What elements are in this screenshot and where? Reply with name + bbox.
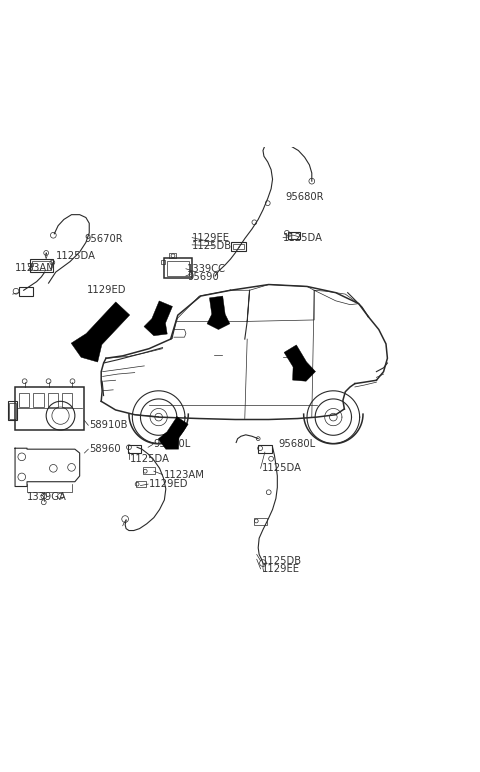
Bar	[258, 445, 272, 453]
Bar	[128, 445, 141, 453]
Bar	[8, 401, 17, 421]
Text: 1125DA: 1125DA	[130, 454, 170, 464]
Bar	[19, 287, 33, 296]
Text: 1339GA: 1339GA	[27, 492, 67, 502]
Bar	[231, 242, 246, 251]
Bar	[169, 253, 176, 258]
Text: 95680L: 95680L	[278, 439, 315, 449]
Polygon shape	[284, 345, 315, 381]
Text: 58960: 58960	[89, 444, 121, 454]
Text: 1339CC: 1339CC	[187, 264, 227, 274]
Bar	[288, 232, 300, 239]
Polygon shape	[71, 302, 130, 362]
Bar	[32, 261, 51, 270]
Text: 1129ED: 1129ED	[149, 479, 189, 489]
Bar	[9, 403, 16, 418]
Text: 1125DB: 1125DB	[262, 556, 301, 566]
Text: 95670L: 95670L	[154, 439, 191, 449]
Text: 95690: 95690	[187, 272, 219, 282]
Bar	[136, 481, 146, 487]
Polygon shape	[144, 301, 172, 336]
Bar	[15, 387, 84, 430]
Bar	[233, 244, 244, 249]
Bar	[30, 259, 53, 272]
Text: 58910B: 58910B	[89, 420, 128, 430]
Text: 1125DA: 1125DA	[262, 463, 301, 473]
Bar	[164, 258, 192, 279]
Bar	[62, 393, 72, 407]
Bar	[48, 393, 58, 407]
Text: 1129ED: 1129ED	[87, 286, 126, 295]
Bar	[160, 260, 165, 264]
Text: 95670R: 95670R	[84, 234, 123, 244]
Text: 1125DA: 1125DA	[56, 252, 96, 261]
Text: 95680R: 95680R	[286, 192, 324, 202]
Text: 1125DB: 1125DB	[192, 241, 232, 251]
Text: 1129EE: 1129EE	[262, 564, 300, 574]
Bar	[33, 393, 44, 407]
Bar	[19, 393, 29, 407]
Bar	[254, 518, 267, 525]
Text: 1123AM: 1123AM	[163, 469, 204, 479]
Text: 1125DA: 1125DA	[283, 232, 323, 242]
Polygon shape	[207, 296, 230, 330]
Polygon shape	[158, 417, 188, 449]
Bar	[167, 261, 189, 276]
Bar	[28, 263, 33, 266]
Text: 1123AM: 1123AM	[15, 262, 56, 273]
Text: 1129EE: 1129EE	[192, 232, 230, 242]
Bar	[144, 467, 155, 474]
